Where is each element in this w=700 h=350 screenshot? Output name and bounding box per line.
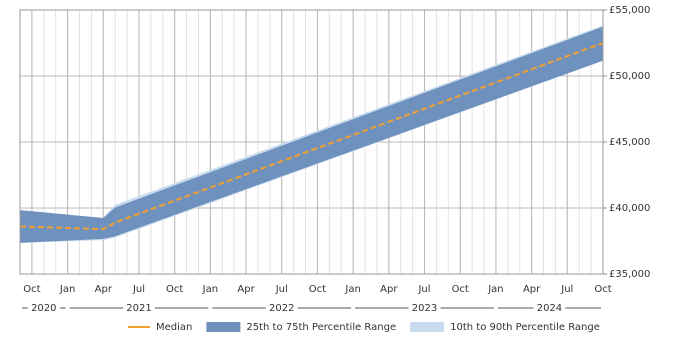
x-tick-label: Jul [560,284,573,295]
x-tick-label: Oct [452,284,469,295]
y-tick-label: £40,000 [609,203,650,214]
y-tick-label: £45,000 [609,137,650,148]
year-label: 2023 [412,303,437,314]
plot-frame [19,9,604,275]
x-tick-label: Jan [344,284,360,295]
year-label: 2021 [126,303,151,314]
x-tick-label: Oct [309,284,326,295]
legend-swatch [410,322,445,332]
legend-label: Median [156,322,192,333]
x-tick-label: Jul [275,284,288,295]
x-tick-label: Jan [59,284,75,295]
y-tick-label: £35,000 [609,269,650,280]
percentile-band [19,25,604,243]
year-label: 2024 [537,303,562,314]
x-tick-label: Apr [380,284,398,295]
median-line [19,42,604,231]
legend-label: 10th to 90th Percentile Range [450,322,600,333]
x-tick-label: Oct [594,284,611,295]
x-tick-label: Apr [523,284,541,295]
percentile-band [19,26,604,243]
x-tick-label: Jul [132,284,145,295]
legend-swatch [206,322,241,332]
x-tick-label: Jul [417,284,430,295]
x-tick-label: Apr [237,284,255,295]
x-tick-label: Apr [95,284,113,295]
y-tick-label: £55,000 [609,5,650,16]
legend-label: 25th to 75th Percentile Range [246,322,396,333]
x-tick-label: Jan [202,284,218,295]
year-label: 2020 [31,303,56,314]
x-tick-label: Oct [166,284,183,295]
x-tick-label: Oct [23,284,40,295]
year-label: 2022 [269,303,294,314]
x-tick-label: Jan [487,284,503,295]
y-tick-label: £50,000 [609,71,650,82]
